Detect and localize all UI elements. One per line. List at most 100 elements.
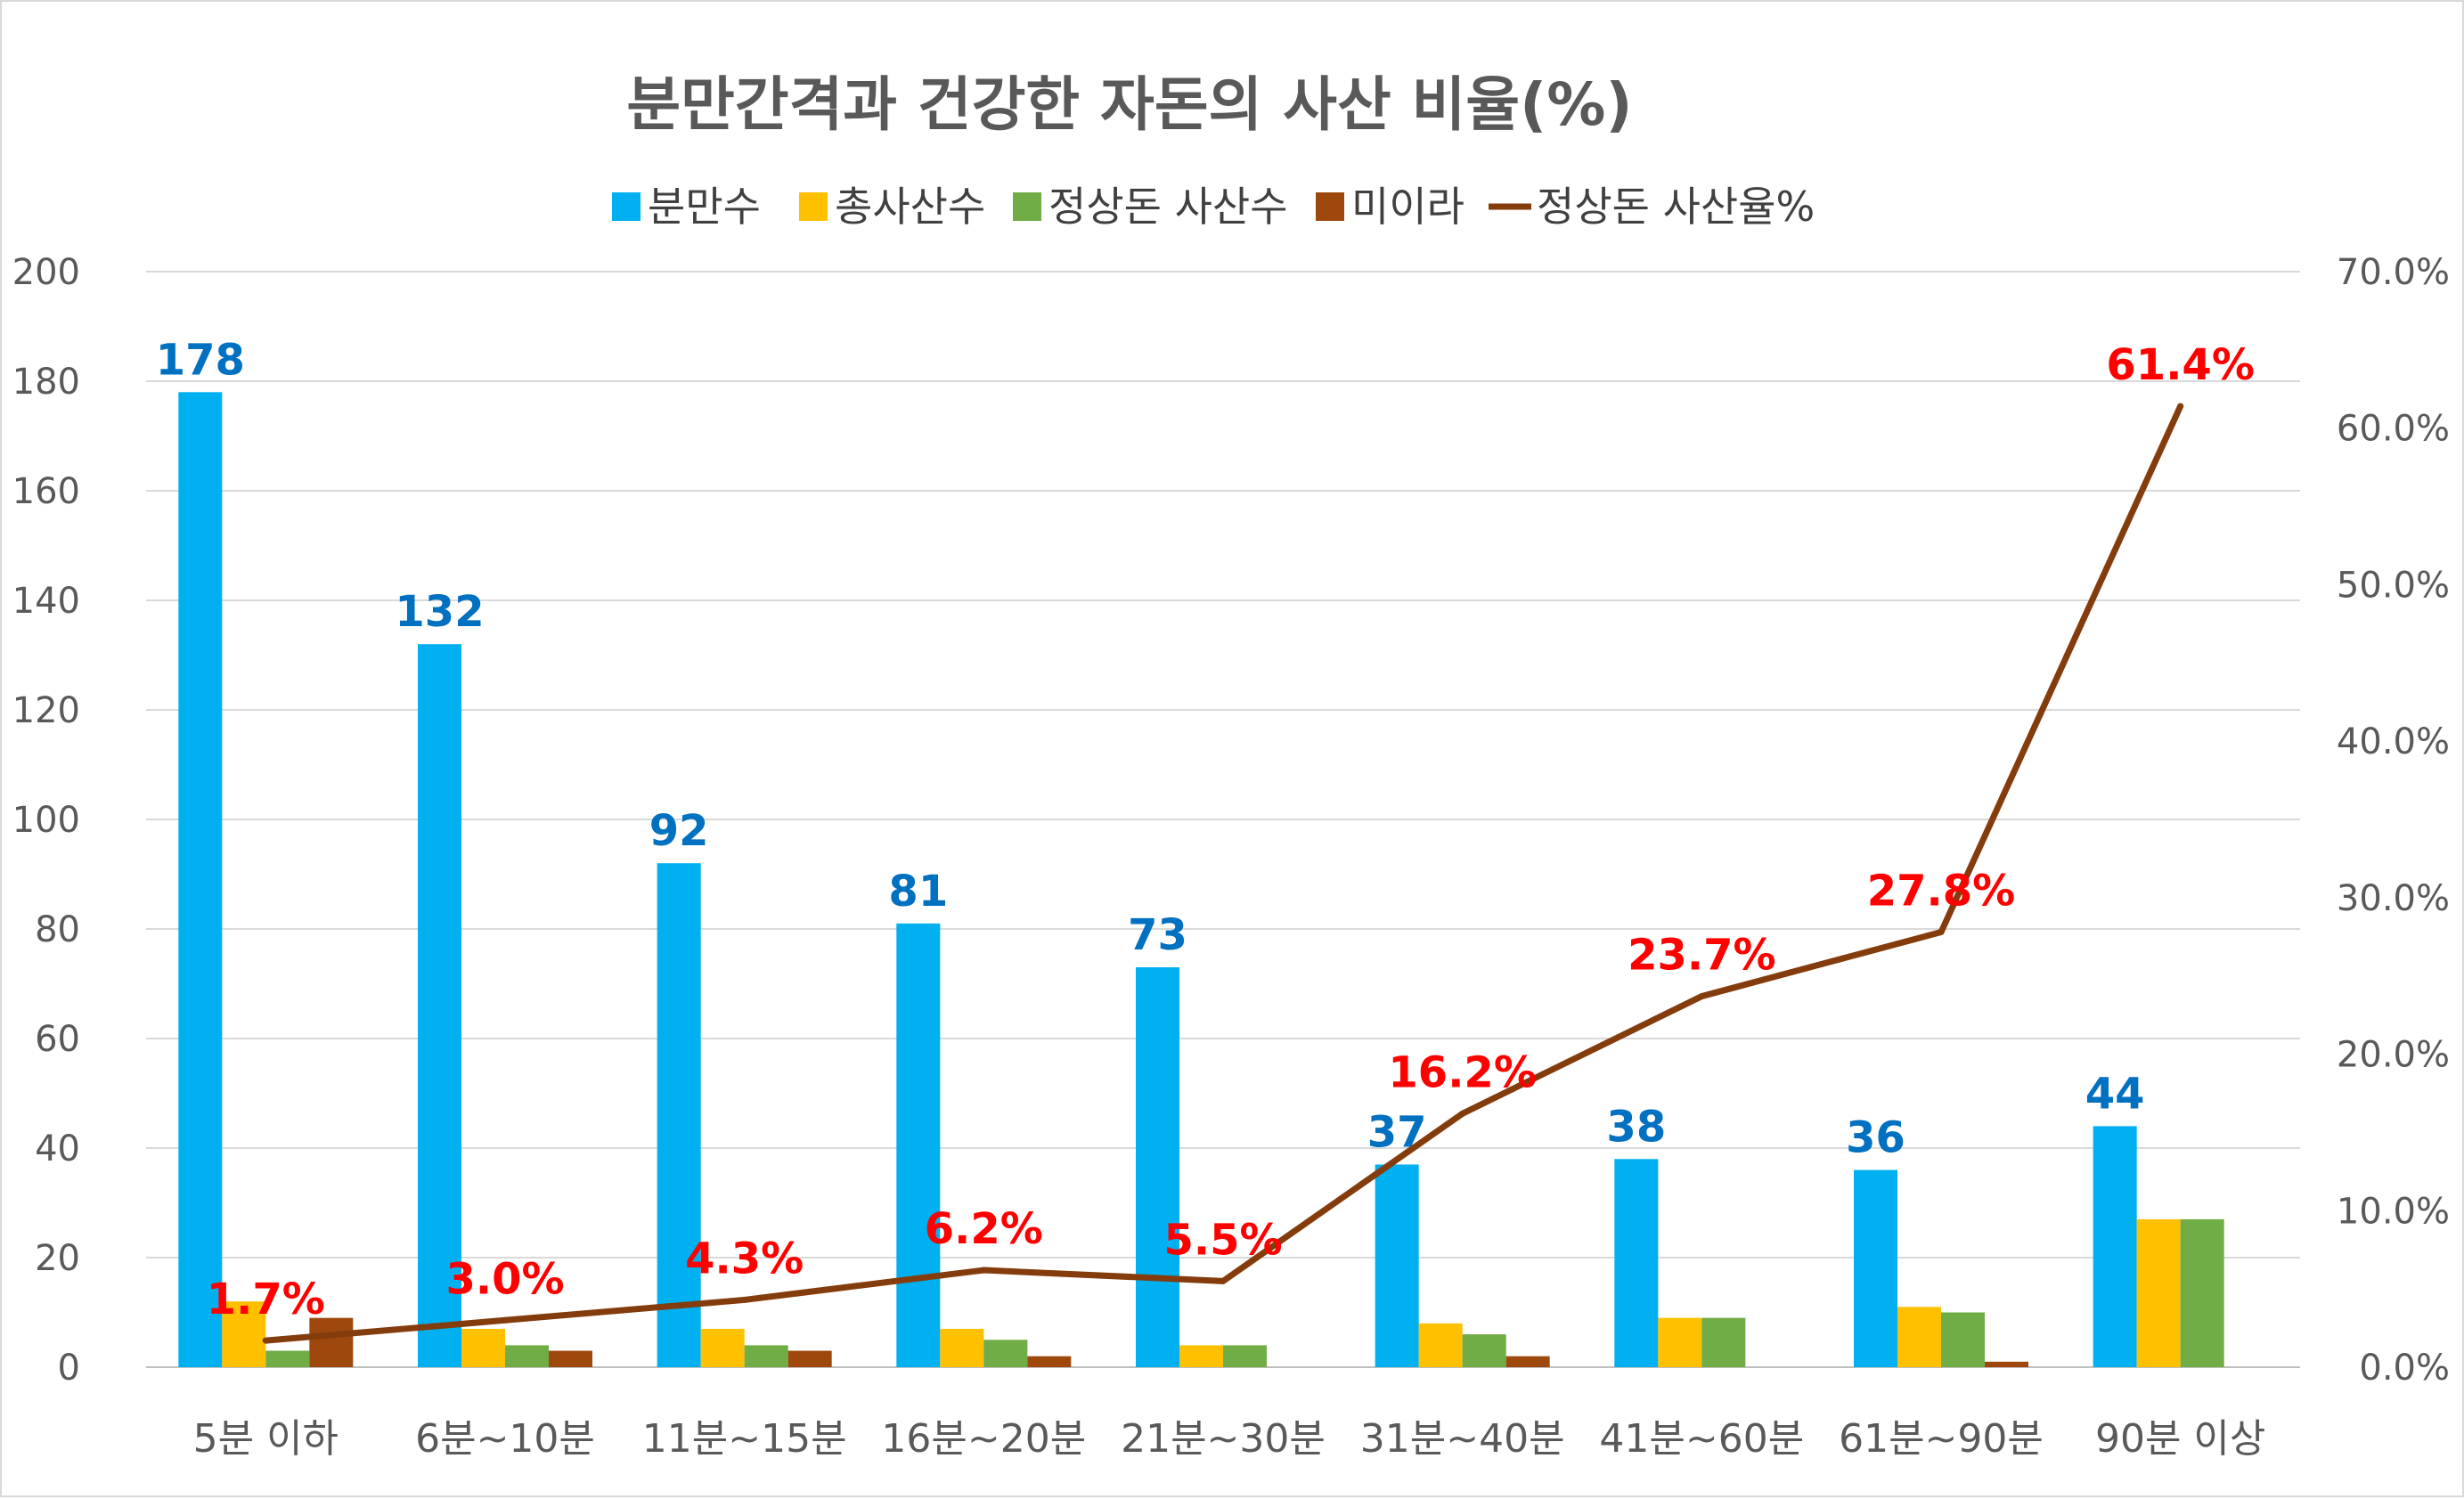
rate-line-group — [262, 403, 2184, 1344]
y-right-tick-label: 40.0% — [2337, 721, 2450, 762]
bar-2 — [1418, 1323, 1463, 1367]
bar-3 — [1223, 1345, 1267, 1367]
bar-data-label: 81 — [888, 867, 948, 917]
line-data-label: 3.0% — [445, 1254, 564, 1304]
y-left-tick-label: 60 — [35, 1019, 80, 1060]
bar-2 — [700, 1328, 745, 1367]
x-tick-label: 41분~60분 — [1599, 1416, 1804, 1462]
bar-3 — [1941, 1312, 1985, 1367]
y-left-tick-label: 100 — [12, 800, 80, 841]
bar-1 — [1854, 1169, 1897, 1367]
rate-point — [741, 1296, 748, 1303]
y-right-tick-label: 60.0% — [2337, 409, 2450, 450]
x-tick-label: 31분~40분 — [1360, 1416, 1565, 1462]
bar-2 — [1658, 1317, 1702, 1367]
rate-point — [980, 1267, 987, 1274]
rate-point — [2177, 403, 2184, 410]
bar-4 — [1985, 1361, 2028, 1367]
bar-data-label: 73 — [1128, 910, 1187, 960]
bar-3 — [1462, 1334, 1506, 1367]
y-left-tick-label: 160 — [12, 471, 80, 512]
x-tick-label: 16분~20분 — [881, 1416, 1086, 1462]
y-left-tick-label: 140 — [12, 581, 80, 622]
rate-point — [1220, 1277, 1227, 1284]
line-data-label: 16.2% — [1388, 1047, 1537, 1097]
x-tick-label: 6분~10분 — [415, 1416, 595, 1462]
y-right-tick-label: 30.0% — [2337, 878, 2450, 919]
x-tick-label: 11분~15분 — [642, 1416, 847, 1462]
x-tick-label: 21분~30분 — [1121, 1416, 1326, 1462]
data-labels: 178 132 92 81 73 37 38 36 44 1.7% 3.0% 4.3% 6.2% 5.5%… — [156, 335, 2255, 1324]
line-data-label: 61.4% — [2106, 340, 2255, 390]
chart-title: 분만간격과 건강한 자돈의 사산 비율(%) — [626, 70, 1632, 139]
y-left-tick-label: 80 — [35, 909, 80, 950]
y-left-tick-label: 120 — [12, 690, 80, 731]
rate-point — [1698, 993, 1705, 1000]
bar-3 — [265, 1350, 310, 1367]
bar-2 — [461, 1328, 505, 1367]
y-left-tick-label: 200 — [12, 252, 80, 293]
legend-swatch — [612, 192, 640, 221]
legend-label: 총사산수 — [835, 183, 985, 231]
bar-3 — [744, 1345, 788, 1367]
bar-4 — [787, 1350, 832, 1367]
legend: 분만수 총사산수 정상돈 사산수 미이라 정상돈 사산율% — [612, 183, 1815, 231]
y-right-tick-label: 20.0% — [2337, 1035, 2450, 1076]
bar-4 — [549, 1350, 592, 1367]
y-left-tick-label: 180 — [12, 362, 80, 403]
legend-label: 정상돈 사산율% — [1537, 183, 1815, 231]
bar-1 — [418, 644, 461, 1367]
legend-label: 정상돈 사산수 — [1048, 183, 1288, 231]
bar-3 — [983, 1340, 1028, 1367]
bar-2 — [940, 1328, 984, 1367]
x-tick-label: 90분 이상 — [2095, 1416, 2265, 1462]
bar-4 — [1505, 1356, 1550, 1367]
bar-data-label: 38 — [1606, 1102, 1666, 1152]
y-axis-left: 0 20 40 60 80 100 120 140 160 180 200 — [12, 252, 80, 1389]
line-data-label: 4.3% — [685, 1234, 804, 1283]
x-tick-label: 5분 이하 — [193, 1416, 339, 1462]
bar-data-label: 178 — [156, 335, 245, 385]
line-data-label: 5.5% — [1163, 1215, 1282, 1265]
line-data-label: 6.2% — [925, 1204, 1043, 1254]
line-data-label: 23.7% — [1628, 931, 1776, 981]
bar-1 — [1614, 1159, 1659, 1367]
bar-2 — [222, 1301, 266, 1367]
bar-data-label: 132 — [395, 587, 484, 637]
bar-1 — [896, 923, 941, 1367]
line-data-label: 1.7% — [207, 1275, 325, 1324]
bar-3 — [2180, 1218, 2224, 1367]
bar-data-label: 36 — [1846, 1113, 1905, 1163]
bar-data-label: 92 — [649, 806, 709, 856]
bar-1 — [1375, 1164, 1419, 1367]
bar-1 — [657, 863, 701, 1367]
x-tick-label: 61분~90분 — [1839, 1416, 2044, 1462]
y-right-tick-label: 70.0% — [2337, 252, 2450, 293]
rate-point — [1938, 929, 1945, 936]
rate-point — [262, 1337, 269, 1344]
legend-swatch — [1013, 192, 1041, 221]
legend-swatch — [1316, 192, 1344, 221]
line-data-label: 27.8% — [1867, 867, 2016, 917]
legend-label: 분만수 — [648, 183, 761, 231]
bar-3 — [505, 1345, 549, 1367]
bar-2 — [1897, 1307, 1941, 1367]
bar-3 — [1701, 1317, 1746, 1367]
bar-1 — [2093, 1126, 2137, 1367]
y-axis-right: 0.0% 10.0% 20.0% 30.0% 40.0% 50.0% 60.0% 70.0% — [2337, 252, 2450, 1389]
y-left-tick-label: 40 — [35, 1128, 80, 1169]
y-right-tick-label: 50.0% — [2337, 565, 2450, 606]
y-left-tick-label: 20 — [35, 1238, 80, 1279]
bar-2 — [1179, 1345, 1223, 1367]
bar-4 — [1027, 1356, 1072, 1367]
bar-1 — [178, 392, 223, 1367]
bar-1 — [1136, 967, 1179, 1367]
y-left-tick-label: 0 — [58, 1348, 80, 1389]
rate-point — [502, 1316, 509, 1324]
bar-data-label: 44 — [2085, 1069, 2145, 1119]
bar-data-label: 37 — [1367, 1107, 1427, 1157]
bar-4 — [309, 1317, 354, 1367]
rate-point — [1459, 1110, 1466, 1117]
